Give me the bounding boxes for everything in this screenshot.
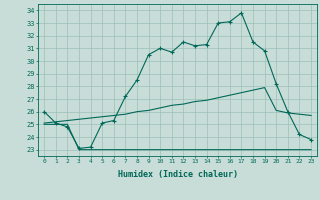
X-axis label: Humidex (Indice chaleur): Humidex (Indice chaleur) [118,170,238,179]
